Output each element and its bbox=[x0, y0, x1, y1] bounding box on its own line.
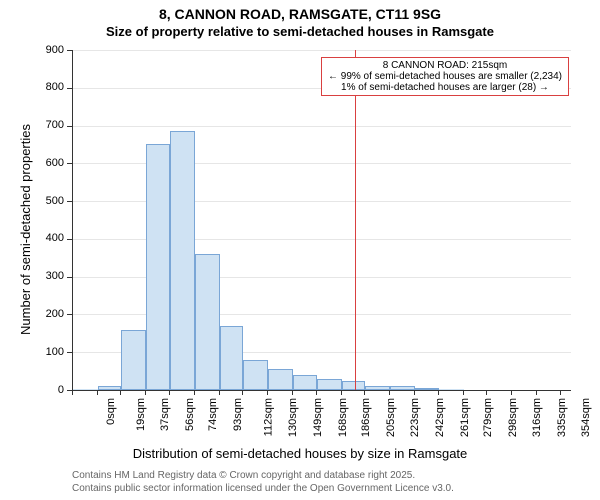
chart-root: 8, CANNON ROAD, RAMSGATE, CT11 9SG Size … bbox=[0, 0, 600, 500]
y-tick-label: 200 bbox=[30, 308, 64, 320]
x-tick-mark bbox=[560, 390, 561, 395]
histogram-bar bbox=[293, 375, 317, 390]
y-tick-mark bbox=[67, 50, 72, 51]
histogram-bar bbox=[195, 254, 220, 390]
x-tick-label: 223sqm bbox=[409, 398, 421, 437]
y-tick-mark bbox=[67, 201, 72, 202]
histogram-bar bbox=[146, 144, 170, 390]
x-tick-label: 19sqm bbox=[135, 398, 147, 431]
x-tick-label: 0sqm bbox=[104, 398, 116, 425]
histogram-bar bbox=[390, 386, 415, 390]
y-tick-mark bbox=[67, 88, 72, 89]
x-tick-mark bbox=[486, 390, 487, 395]
y-tick-mark bbox=[67, 314, 72, 315]
y-tick-label: 600 bbox=[30, 157, 64, 169]
x-tick-label: 37sqm bbox=[159, 398, 171, 431]
x-tick-mark bbox=[341, 390, 342, 395]
plot-area: 8 CANNON ROAD: 215sqm ← 99% of semi-deta… bbox=[72, 50, 571, 391]
histogram-bar bbox=[170, 131, 195, 390]
y-tick-label: 0 bbox=[30, 384, 64, 396]
y-tick-label: 700 bbox=[30, 119, 64, 131]
y-tick-mark bbox=[67, 239, 72, 240]
y-tick-label: 800 bbox=[30, 81, 64, 93]
histogram-bar bbox=[365, 386, 390, 390]
x-tick-mark bbox=[463, 390, 464, 395]
histogram-bar bbox=[73, 389, 98, 390]
x-tick-label: 261sqm bbox=[459, 398, 471, 437]
histogram-bar bbox=[415, 388, 439, 390]
y-tick-label: 400 bbox=[30, 232, 64, 244]
x-tick-mark bbox=[316, 390, 317, 395]
annotation-box: 8 CANNON ROAD: 215sqm ← 99% of semi-deta… bbox=[321, 57, 569, 96]
x-tick-label: 205sqm bbox=[385, 398, 397, 437]
x-tick-mark bbox=[194, 390, 195, 395]
y-tick-mark bbox=[67, 163, 72, 164]
x-tick-mark bbox=[389, 390, 390, 395]
x-tick-mark bbox=[364, 390, 365, 395]
histogram-bar bbox=[220, 326, 244, 390]
x-tick-label: 168sqm bbox=[337, 398, 349, 437]
x-tick-label: 74sqm bbox=[208, 398, 220, 431]
footer-line1: Contains HM Land Registry data © Crown c… bbox=[72, 470, 415, 481]
x-tick-mark bbox=[536, 390, 537, 395]
x-axis-label: Distribution of semi-detached houses by … bbox=[0, 446, 600, 461]
y-axis-label: Number of semi-detached properties bbox=[18, 124, 33, 335]
x-tick-label: 112sqm bbox=[263, 398, 275, 436]
x-tick-mark bbox=[120, 390, 121, 395]
histogram-bar bbox=[342, 381, 366, 390]
y-tick-label: 500 bbox=[30, 195, 64, 207]
x-tick-mark bbox=[242, 390, 243, 395]
chart-title-line2: Size of property relative to semi-detach… bbox=[0, 24, 600, 39]
x-tick-mark bbox=[438, 390, 439, 395]
bars-group bbox=[73, 50, 571, 390]
histogram-bar bbox=[268, 369, 293, 390]
x-tick-label: 149sqm bbox=[312, 398, 324, 437]
annotation-larger: 1% of semi-detached houses are larger (2… bbox=[328, 82, 562, 93]
y-tick-label: 300 bbox=[30, 270, 64, 282]
x-tick-mark bbox=[511, 390, 512, 395]
x-tick-mark bbox=[414, 390, 415, 395]
y-tick-mark bbox=[67, 277, 72, 278]
x-tick-label: 186sqm bbox=[360, 398, 372, 437]
x-tick-mark bbox=[219, 390, 220, 395]
x-tick-label: 242sqm bbox=[434, 398, 446, 437]
y-tick-label: 100 bbox=[30, 346, 64, 358]
annotation-title: 8 CANNON ROAD: 215sqm bbox=[328, 60, 562, 71]
y-tick-mark bbox=[67, 126, 72, 127]
annotation-smaller: ← 99% of semi-detached houses are smalle… bbox=[328, 71, 562, 82]
x-tick-mark bbox=[267, 390, 268, 395]
histogram-bar bbox=[317, 379, 342, 390]
x-tick-label: 279sqm bbox=[482, 398, 494, 437]
chart-title-line1: 8, CANNON ROAD, RAMSGATE, CT11 9SG bbox=[0, 6, 600, 22]
histogram-bar bbox=[243, 360, 268, 390]
x-tick-label: 354sqm bbox=[581, 398, 593, 437]
footer-line2: Contains public sector information licen… bbox=[72, 483, 454, 494]
x-tick-mark bbox=[292, 390, 293, 395]
y-tick-mark bbox=[67, 352, 72, 353]
x-tick-mark bbox=[169, 390, 170, 395]
x-tick-mark bbox=[145, 390, 146, 395]
histogram-bar bbox=[121, 330, 146, 390]
x-tick-label: 335sqm bbox=[556, 398, 568, 437]
x-tick-mark bbox=[97, 390, 98, 395]
histogram-bar bbox=[439, 389, 464, 390]
x-tick-label: 298sqm bbox=[507, 398, 519, 437]
y-tick-label: 900 bbox=[30, 44, 64, 56]
x-tick-label: 130sqm bbox=[287, 398, 299, 437]
property-marker-line bbox=[355, 50, 356, 390]
x-tick-label: 316sqm bbox=[531, 398, 543, 437]
x-tick-label: 56sqm bbox=[184, 398, 196, 431]
histogram-bar bbox=[98, 386, 122, 390]
x-tick-label: 93sqm bbox=[232, 398, 244, 431]
x-tick-mark bbox=[72, 390, 73, 395]
